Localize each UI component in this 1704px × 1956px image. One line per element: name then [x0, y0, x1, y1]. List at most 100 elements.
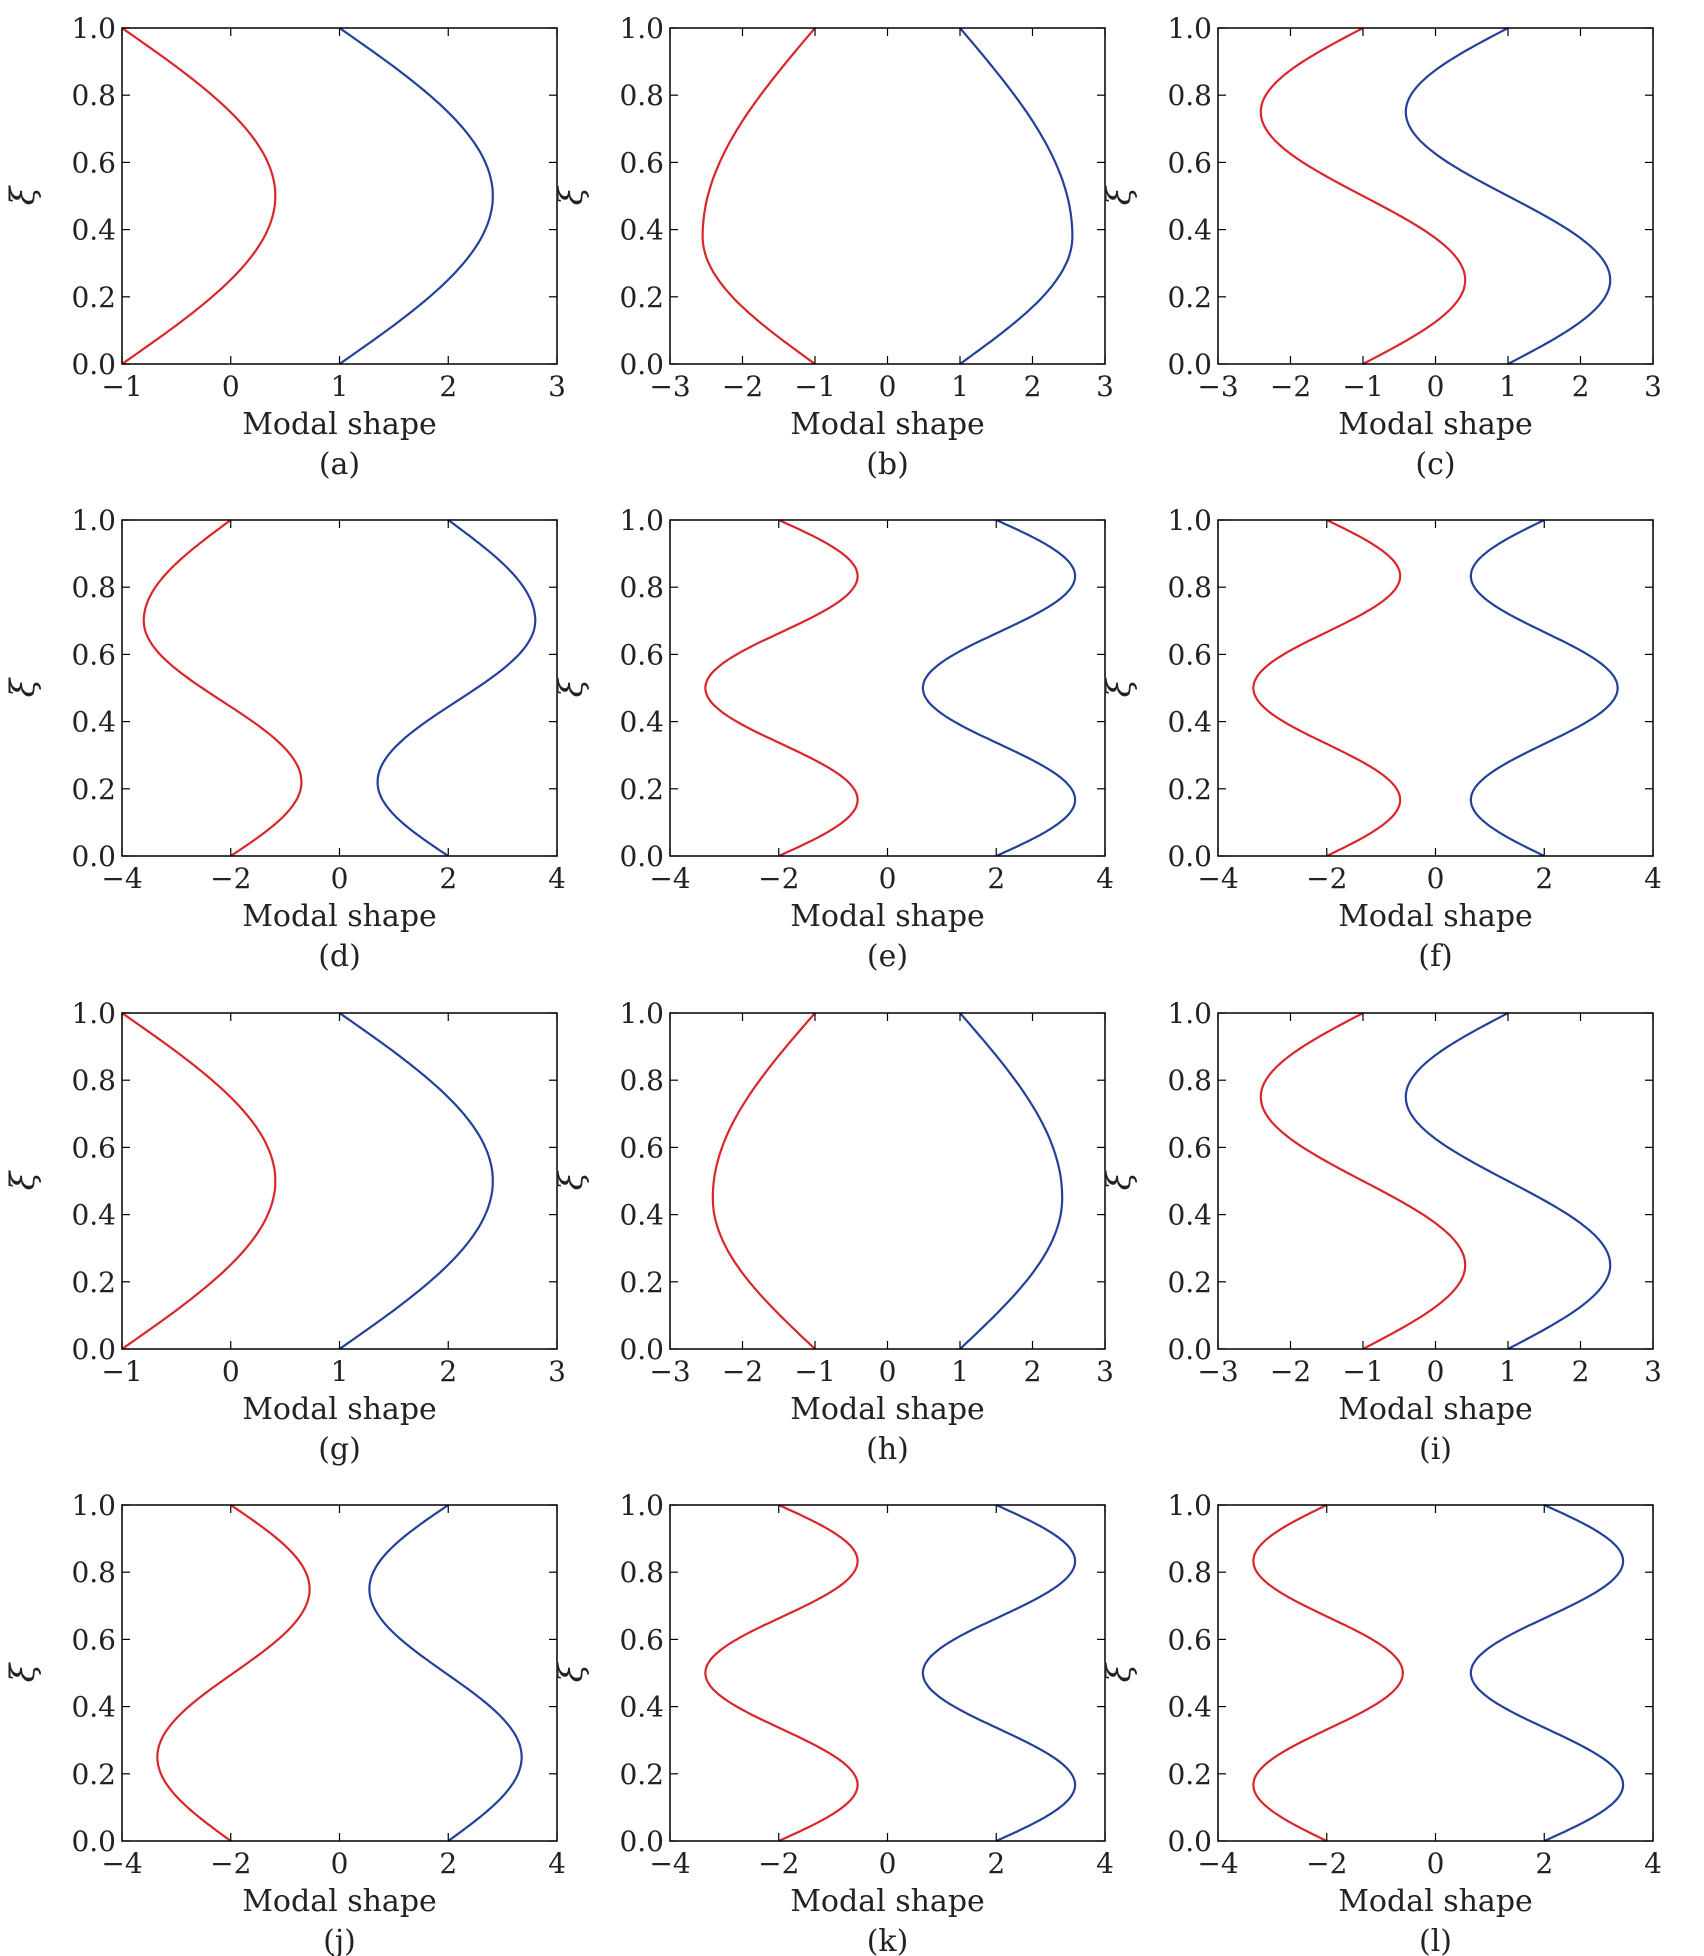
y-tick-label: 0.2: [71, 1758, 116, 1791]
x-axis-label: Modal shape: [1338, 1884, 1533, 1919]
x-axis-label: Modal shape: [242, 1392, 437, 1427]
panel-label: (d): [318, 939, 361, 974]
x-tick-label: 2: [1572, 1355, 1590, 1388]
x-tick-label: 0: [879, 862, 897, 895]
panel-label: (i): [1419, 1432, 1452, 1467]
y-tick-label: 0.0: [1167, 1825, 1212, 1858]
x-tick-label: −2: [210, 1847, 251, 1880]
y-tick-label: 0.2: [619, 1758, 664, 1791]
y-tick-label: 0.6: [619, 1131, 664, 1164]
y-tick-label: 0.6: [71, 146, 116, 179]
series-line-blue: [1404, 1012, 1612, 1350]
y-tick-label: 0.8: [1167, 1556, 1212, 1589]
plot-frame: [121, 519, 558, 857]
y-axis-label: ξ: [3, 1661, 43, 1682]
y-tick-label: 1.0: [619, 997, 664, 1030]
y-axis-label: ξ: [1099, 184, 1139, 205]
y-tick-label: 0.2: [619, 1266, 664, 1299]
y-tick-label: 0.8: [71, 571, 116, 604]
series-line-blue: [338, 1012, 494, 1350]
series-line-red: [1252, 519, 1402, 857]
y-tick-label: 1.0: [71, 12, 116, 45]
series-line-red: [711, 1012, 816, 1350]
y-tick-label: 0.6: [71, 1623, 116, 1656]
y-tick-label: 0.4: [71, 706, 116, 739]
y-tick-label: 0.0: [71, 840, 116, 873]
series-line-red: [156, 1504, 311, 1842]
panel-label: (c): [1415, 447, 1455, 482]
panel-i: −3 −2 −1 0 1 2 3 0.0 0.2 0.4 0.6 0.8 1.0 Modal shape ξ…: [1099, 997, 1662, 1467]
x-tick-label: 0: [1427, 370, 1445, 403]
series-line-blue: [921, 519, 1077, 857]
y-tick-label: 0.0: [1167, 348, 1212, 381]
y-tick-label: 0.0: [71, 348, 116, 381]
x-axis-label: Modal shape: [242, 899, 437, 934]
y-tick-label: 0.6: [71, 1131, 116, 1164]
x-tick-label: −1: [101, 1355, 142, 1388]
x-tick-label: −2: [722, 1355, 763, 1388]
y-tick-label: 0.2: [71, 281, 116, 314]
y-tick-label: 0.6: [1167, 638, 1212, 671]
x-tick-label: 2: [1024, 370, 1042, 403]
plot-frame: [1217, 1012, 1654, 1350]
series-line-red: [121, 27, 277, 365]
y-tick-label: 0.6: [1167, 146, 1212, 179]
x-tick-label: 2: [1535, 862, 1553, 895]
panel-j: −4 −2 0 2 4 0.0 0.2 0.4 0.6 0.8 1.0 Modal shape ξ (j): [3, 1489, 566, 1956]
x-tick-label: 2: [1535, 1847, 1553, 1880]
y-tick-label: 0.4: [71, 1691, 116, 1724]
y-tick-label: 1.0: [619, 12, 664, 45]
plot-frame: [1217, 27, 1654, 365]
y-tick-label: 0.8: [1167, 1064, 1212, 1097]
y-tick-label: 0.2: [1167, 1266, 1212, 1299]
y-axis-label: ξ: [551, 1661, 591, 1682]
x-tick-label: 0: [1427, 1355, 1445, 1388]
x-tick-label: 2: [987, 862, 1005, 895]
y-tick-label: 0.0: [619, 1333, 664, 1366]
panel-label: (k): [867, 1924, 909, 1956]
y-tick-label: 0.6: [71, 638, 116, 671]
panel-a: −1 0 1 2 3 0.0 0.2 0.4 0.6 0.8 1.0 Modal shape ξ (a): [3, 12, 566, 482]
x-axis-label: Modal shape: [790, 1884, 985, 1919]
x-tick-label: −2: [1306, 1847, 1347, 1880]
x-tick-label: −4: [1197, 1847, 1238, 1880]
y-tick-label: 0.4: [1167, 706, 1212, 739]
y-tick-label: 0.6: [619, 638, 664, 671]
panel-d: −4 −2 0 2 4 0.0 0.2 0.4 0.6 0.8 1.0 Modal shape ξ (d): [3, 504, 566, 974]
y-tick-label: 0.8: [71, 79, 116, 112]
x-tick-label: −3: [1197, 1355, 1238, 1388]
y-axis-label: ξ: [1099, 1169, 1139, 1190]
y-tick-label: 0.4: [619, 706, 664, 739]
x-tick-label: 3: [548, 1355, 566, 1388]
x-axis-label: Modal shape: [242, 407, 437, 442]
y-tick-label: 0.6: [619, 146, 664, 179]
panel-label: (a): [319, 447, 360, 482]
y-tick-label: 0.8: [619, 1064, 664, 1097]
x-axis-label: Modal shape: [242, 1884, 437, 1919]
y-tick-label: 0.0: [71, 1333, 116, 1366]
series-line-blue: [921, 1504, 1077, 1842]
y-tick-label: 0.2: [1167, 281, 1212, 314]
series-line-red: [1252, 1504, 1405, 1842]
x-tick-label: −1: [794, 1355, 835, 1388]
x-tick-label: 2: [987, 1847, 1005, 1880]
y-tick-label: 0.4: [1167, 1691, 1212, 1724]
y-axis-label: ξ: [3, 1169, 43, 1190]
plot-frame: [1217, 519, 1654, 857]
plot-frame: [669, 1504, 1106, 1842]
y-tick-label: 1.0: [619, 1489, 664, 1522]
panel-e: −4 −2 0 2 4 0.0 0.2 0.4 0.6 0.8 1.0 Modal shape ξ (e): [551, 504, 1114, 974]
series-line-red: [704, 1504, 859, 1842]
panel-label: (e): [867, 939, 908, 974]
panel-label: (h): [866, 1432, 909, 1467]
x-tick-label: −2: [1306, 862, 1347, 895]
series-line-blue: [1469, 1504, 1625, 1842]
series-line-red: [704, 519, 859, 857]
y-axis-label: ξ: [551, 676, 591, 697]
y-tick-label: 0.6: [619, 1623, 664, 1656]
series-line-red: [701, 27, 816, 365]
x-tick-label: −4: [101, 1847, 142, 1880]
x-tick-label: −2: [758, 1847, 799, 1880]
panel-label: (b): [866, 447, 909, 482]
